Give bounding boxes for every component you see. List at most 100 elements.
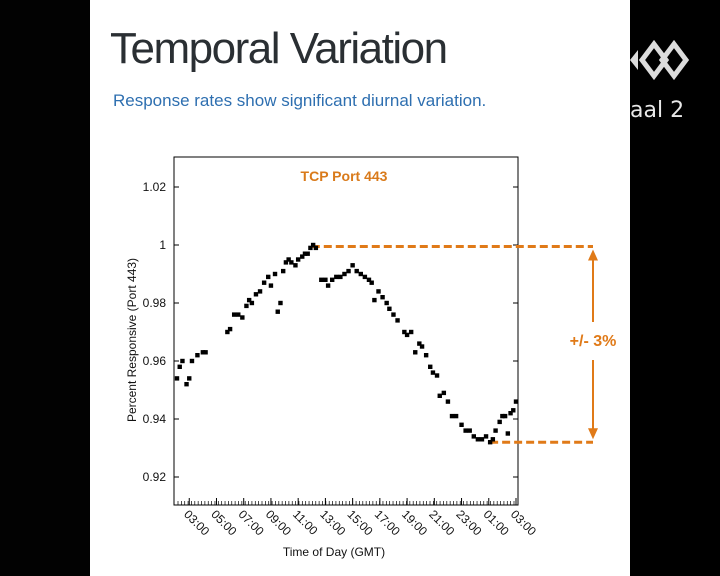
y-tick-label: 0.98	[143, 296, 167, 310]
data-point	[354, 268, 359, 274]
logo-text: aal 2	[630, 98, 685, 123]
data-point	[338, 274, 343, 280]
x-tick-label: 15:00	[345, 507, 376, 538]
data-point	[445, 399, 451, 404]
data-point	[404, 332, 410, 338]
data-point	[330, 277, 335, 282]
data-point	[283, 260, 289, 265]
data-point	[342, 271, 347, 277]
arrowhead-up-icon	[588, 249, 598, 261]
data-point	[300, 254, 305, 259]
arrowhead-down-icon	[588, 428, 598, 440]
data-point	[408, 329, 414, 335]
data-point	[249, 300, 255, 306]
data-point	[483, 434, 489, 439]
data-point	[289, 260, 294, 265]
data-point	[310, 242, 316, 248]
data-point	[180, 358, 185, 364]
data-point	[369, 280, 374, 285]
data-point	[490, 437, 496, 442]
data-point	[423, 353, 429, 358]
data-point	[511, 408, 516, 413]
data-point	[295, 257, 301, 262]
data-point	[257, 289, 263, 294]
y-tick-label: 0.96	[143, 354, 167, 368]
data-point	[430, 370, 436, 375]
data-point	[505, 431, 511, 436]
data-point	[471, 434, 476, 439]
data-point	[395, 318, 400, 323]
data-point	[227, 326, 233, 332]
data-point	[459, 422, 464, 427]
x-tick-label: 21:00	[426, 507, 457, 538]
data-point	[305, 251, 310, 256]
data-point	[513, 399, 519, 404]
x-tick-label: 13:00	[317, 507, 348, 538]
data-point	[200, 350, 206, 355]
diamond-logo-icon	[630, 39, 690, 81]
data-point	[231, 312, 237, 317]
data-point	[272, 271, 278, 277]
data-point	[453, 413, 459, 419]
data-point	[387, 306, 392, 311]
data-point	[463, 428, 468, 433]
data-point	[372, 297, 377, 303]
data-point	[493, 428, 498, 433]
data-point	[278, 300, 283, 306]
data-point	[261, 280, 267, 285]
data-point	[428, 364, 433, 369]
data-point	[313, 245, 319, 251]
data-point	[437, 393, 442, 398]
data-point	[376, 289, 381, 294]
data-point	[413, 350, 418, 355]
x-tick-label: 03:00	[508, 507, 539, 538]
x-tick-label: 17:00	[372, 507, 403, 538]
chart-title: TCP Port 443	[301, 168, 388, 184]
data-point	[266, 274, 271, 280]
data-point	[253, 292, 259, 297]
y-tick-label: 0.94	[143, 412, 167, 426]
data-point	[475, 437, 481, 442]
data-point	[189, 358, 195, 364]
data-point	[174, 376, 180, 381]
data-point	[384, 300, 389, 306]
data-point	[508, 411, 513, 416]
data-point	[184, 382, 189, 387]
data-point	[441, 390, 447, 396]
y-axis-title-group: Percent Responsive (Port 443)	[125, 258, 139, 422]
slide-subtitle: Response rates show significant diurnal …	[113, 91, 487, 110]
data-point	[323, 277, 328, 282]
data-point	[358, 271, 363, 277]
x-tick-label: 03:00	[181, 507, 212, 538]
slide-background	[90, 0, 630, 576]
y-tick-label: 1	[159, 238, 166, 252]
data-point	[246, 297, 252, 303]
data-point	[302, 251, 308, 256]
data-point	[391, 312, 396, 317]
x-tick-label: 05:00	[208, 507, 239, 538]
data-point	[500, 413, 505, 419]
data-point	[334, 274, 339, 280]
x-axis-title: Time of Day (GMT)	[283, 545, 385, 559]
data-point	[268, 283, 274, 288]
data-point	[402, 329, 407, 335]
data-point	[325, 283, 331, 288]
y-tick-label: 0.92	[143, 470, 167, 484]
variation-annotation: +/- 3%	[570, 333, 617, 350]
data-point	[487, 440, 493, 445]
data-point	[497, 419, 502, 425]
data-point	[286, 257, 291, 262]
x-tick-label: 19:00	[399, 507, 430, 538]
x-tick-label: 07:00	[236, 507, 267, 538]
data-point	[434, 373, 440, 378]
data-point	[417, 341, 422, 346]
data-point	[293, 263, 298, 268]
data-point	[280, 268, 286, 274]
data-point	[240, 315, 245, 320]
y-tick-label: 1.02	[143, 180, 167, 194]
x-tick-label: 23:00	[453, 507, 484, 538]
data-point	[195, 353, 200, 358]
data-point	[187, 376, 192, 381]
data-point	[380, 295, 385, 300]
